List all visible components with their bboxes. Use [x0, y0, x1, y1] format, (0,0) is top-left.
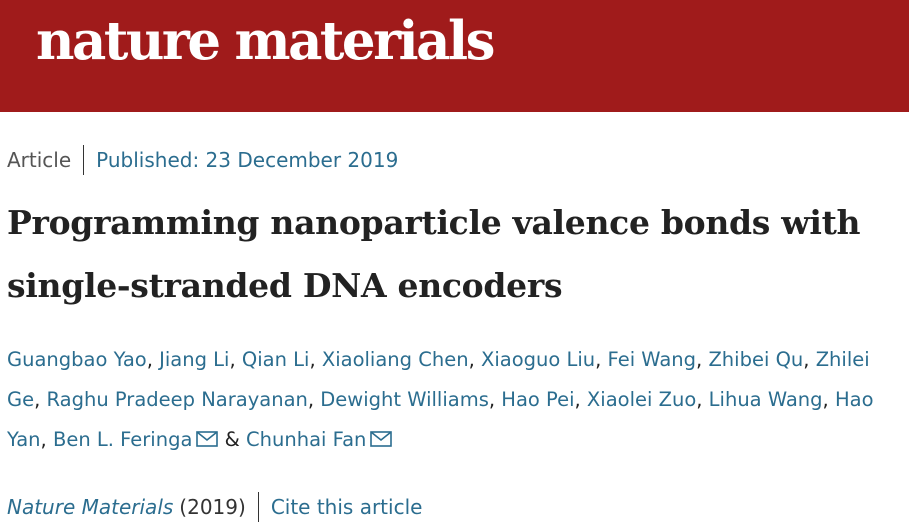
author-separator: ,	[574, 388, 587, 411]
envelope-icon[interactable]	[370, 431, 393, 447]
envelope-icon[interactable]	[196, 431, 219, 447]
author-link[interactable]: Lihua Wang	[708, 388, 823, 411]
author-link[interactable]: Raghu Pradeep Narayanan	[46, 388, 308, 411]
author-separator: ,	[488, 388, 502, 411]
author-separator: ,	[40, 428, 53, 451]
journal-logo[interactable]: nature materials	[36, 10, 495, 72]
author-list: Guangbao Yao, Jiang Li, Qian Li, Xiaolia…	[7, 340, 902, 460]
published-date: Published: 23 December 2019	[96, 148, 399, 172]
author-separator: ,	[146, 348, 160, 371]
author-link[interactable]: Qian Li	[241, 348, 310, 371]
author-separator: ,	[34, 388, 47, 411]
author-link[interactable]: Xiaolei Zuo	[586, 388, 697, 411]
article-title: Programming nanoparticle valence bonds w…	[7, 203, 861, 305]
author-separator: ,	[229, 348, 242, 371]
author-separator: ,	[309, 348, 322, 371]
author-separator: ,	[696, 388, 709, 411]
author-separator: ,	[822, 388, 835, 411]
meta-divider	[83, 145, 85, 175]
author-link[interactable]: Zhilei Ge	[7, 348, 870, 411]
publication-year: (2019)	[179, 495, 246, 519]
article-meta: Article Published: 23 December 2019	[7, 145, 398, 175]
author-link[interactable]: Chunhai Fan	[246, 428, 367, 451]
author-separator: ,	[307, 388, 321, 411]
article-type: Article	[7, 148, 72, 172]
author-separator: ,	[696, 348, 709, 371]
cite-this-article-link[interactable]: Cite this article	[270, 495, 423, 519]
author-link[interactable]: Hao Yan	[7, 388, 874, 451]
author-separator: &	[218, 428, 247, 451]
citation-divider	[257, 492, 259, 522]
author-link[interactable]: Ben L. Feringa	[52, 428, 193, 451]
author-link[interactable]: Xiaoguo Liu	[480, 348, 596, 371]
author-link[interactable]: Fei Wang	[607, 348, 697, 371]
author-link[interactable]: Zhibei Qu	[708, 348, 804, 371]
author-separator: ,	[468, 348, 481, 371]
author-link[interactable]: Hao Pei	[501, 388, 575, 411]
author-link[interactable]: Dewight Williams	[320, 388, 489, 411]
author-link[interactable]: Xiaoliang Chen	[321, 348, 469, 371]
author-separator: ,	[803, 348, 816, 371]
site-header: nature materials	[0, 0, 909, 112]
author-separator: ,	[595, 348, 608, 371]
journal-name[interactable]: Nature Materials	[7, 495, 174, 519]
citation-row: Nature Materials (2019) Cite this articl…	[7, 491, 422, 523]
author-link[interactable]: Guangbao Yao	[7, 348, 147, 371]
author-link[interactable]: Jiang Li	[159, 348, 230, 371]
